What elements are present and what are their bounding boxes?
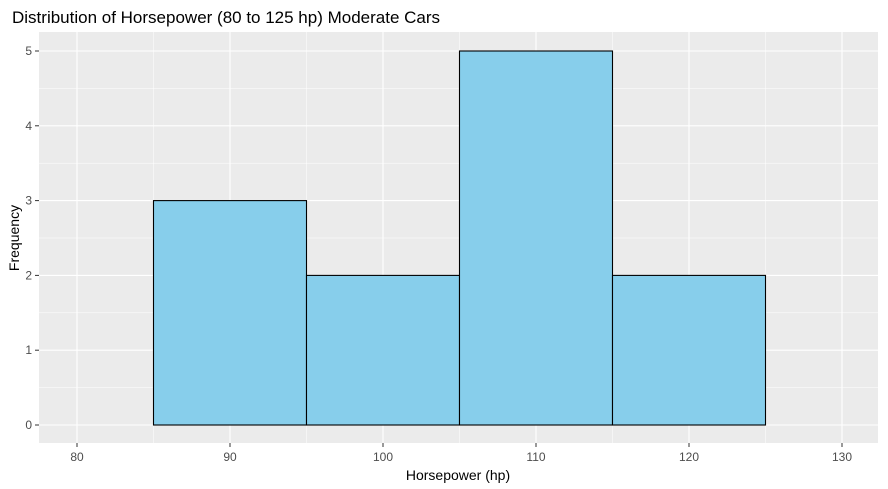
histogram-bar <box>458 50 614 426</box>
y-tick-label: 5 <box>25 44 32 58</box>
x-tick-label: 130 <box>832 450 852 464</box>
x-tick-label: 120 <box>679 450 699 464</box>
y-tick-label: 0 <box>25 418 32 432</box>
histogram-bar <box>611 274 767 426</box>
x-axis-label: Horsepower (hp) <box>406 467 510 483</box>
x-tick-label: 110 <box>526 450 545 464</box>
chart-title: Distribution of Horsepower (80 to 125 hp… <box>12 8 440 27</box>
histogram-bar <box>152 200 308 426</box>
histogram-bar <box>305 274 461 426</box>
y-tick-label: 4 <box>25 119 32 133</box>
x-tick-label: 100 <box>373 450 393 464</box>
x-tick-label: 90 <box>223 450 237 464</box>
y-tick-label: 3 <box>25 194 32 208</box>
x-tick-label: 80 <box>70 450 84 464</box>
y-axis-label: Frequency <box>6 205 22 271</box>
y-tick-label: 2 <box>25 268 32 282</box>
y-tick-label: 1 <box>25 343 32 357</box>
